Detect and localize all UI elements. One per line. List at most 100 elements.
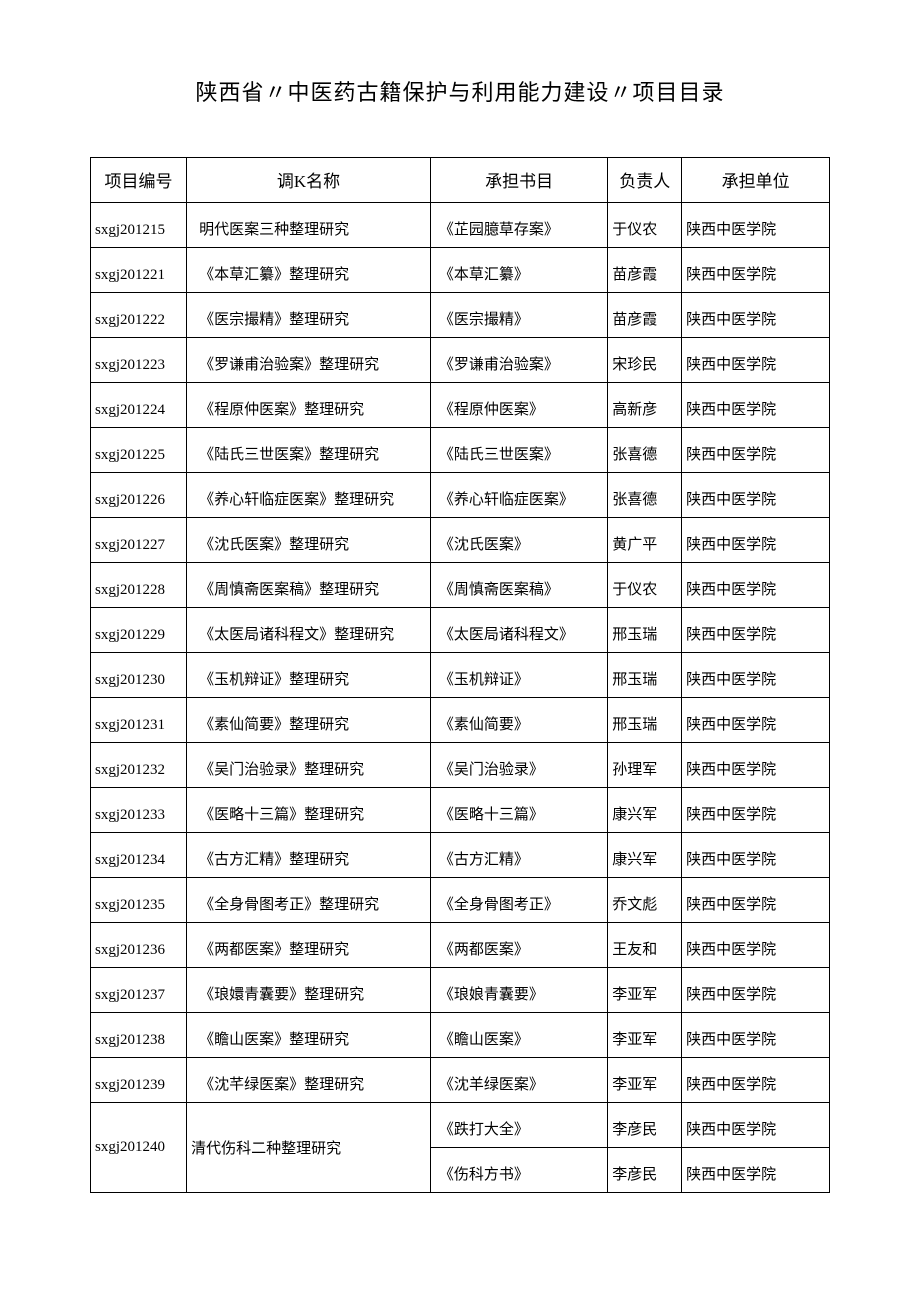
header-unit: 承担单位 [682, 157, 830, 202]
cell-person: 苗彦霞 [608, 247, 682, 292]
cell-id: sxgj201230 [91, 652, 187, 697]
cell-id: sxgj201238 [91, 1012, 187, 1057]
cell-book: 《沈氏医案》 [430, 517, 607, 562]
cell-person: 王友和 [608, 922, 682, 967]
cell-unit: 陕西中医学院 [682, 652, 830, 697]
cell-book: 《罗谦甫治验案》 [430, 337, 607, 382]
cell-name: 《古方汇精》整理研究 [187, 832, 431, 877]
cell-person: 康兴军 [608, 787, 682, 832]
cell-person: 康兴军 [608, 832, 682, 877]
table-row: sxgj201233《医略十三篇》整理研究《医略十三篇》康兴军陕西中医学院 [91, 787, 830, 832]
cell-name: 《陆氏三世医案》整理研究 [187, 427, 431, 472]
table-row: sxgj201225《陆氏三世医案》整理研究《陆氏三世医案》张喜德陕西中医学院 [91, 427, 830, 472]
cell-person: 张喜德 [608, 427, 682, 472]
page-title: 陕西省〃中医药古籍保护与利用能力建设〃项目目录 [90, 75, 830, 107]
cell-name: 《沈氏医案》整理研究 [187, 517, 431, 562]
cell-person: 孙理军 [608, 742, 682, 787]
cell-unit: 陕西中医学院 [682, 337, 830, 382]
cell-name: 《医略十三篇》整理研究 [187, 787, 431, 832]
table-row: sxgj201221《本草汇纂》整理研究《本草汇纂》苗彦霞陕西中医学院 [91, 247, 830, 292]
table-row: sxgj201228《周慎斋医案稿》整理研究《周慎斋医案稿》于仪农陕西中医学院 [91, 562, 830, 607]
cell-name: 《两都医案》整理研究 [187, 922, 431, 967]
cell-id: sxgj201225 [91, 427, 187, 472]
cell-book: 《琅娘青囊要》 [430, 967, 607, 1012]
cell-unit: 陕西中医学院 [682, 742, 830, 787]
cell-book: 《伤科方书》 [430, 1147, 607, 1192]
cell-person: 李亚军 [608, 1057, 682, 1102]
cell-book: 《全身骨图考正》 [430, 877, 607, 922]
cell-name: 《罗谦甫治验案》整理研究 [187, 337, 431, 382]
cell-book: 《瞻山医案》 [430, 1012, 607, 1057]
cell-id: sxgj201224 [91, 382, 187, 427]
cell-unit: 陕西中医学院 [682, 382, 830, 427]
cell-unit: 陕西中医学院 [682, 562, 830, 607]
cell-book: 《医略十三篇》 [430, 787, 607, 832]
header-name: 调K名称 [187, 157, 431, 202]
table-header-row: 项目编号 调K名称 承担书目 负责人 承担单位 [91, 157, 830, 202]
cell-name: 《沈芊绿医案》整理研究 [187, 1057, 431, 1102]
table-row: sxgj201222《医宗撮精》整理研究《医宗撮精》苗彦霞陕西中医学院 [91, 292, 830, 337]
cell-name: 《程原仲医案》整理研究 [187, 382, 431, 427]
table-row: sxgj201227《沈氏医案》整理研究《沈氏医案》黄广平陕西中医学院 [91, 517, 830, 562]
cell-name: 《琅嬛青囊要》整理研究 [187, 967, 431, 1012]
table-row: sxgj201229《太医局诸科程文》整理研究《太医局诸科程文》邢玉瑞陕西中医学… [91, 607, 830, 652]
cell-name: 《本草汇纂》整理研究 [187, 247, 431, 292]
cell-unit: 陕西中医学院 [682, 1057, 830, 1102]
table-row: sxgj201223《罗谦甫治验案》整理研究《罗谦甫治验案》宋珍民陕西中医学院 [91, 337, 830, 382]
cell-book: 《沈羊绿医案》 [430, 1057, 607, 1102]
cell-id: sxgj201233 [91, 787, 187, 832]
cell-id: sxgj201221 [91, 247, 187, 292]
cell-person: 邢玉瑞 [608, 697, 682, 742]
table-row: sxgj201226《养心轩临症医案》整理研究《养心轩临症医案》张喜德陕西中医学… [91, 472, 830, 517]
header-person: 负责人 [608, 157, 682, 202]
cell-name: 《医宗撮精》整理研究 [187, 292, 431, 337]
cell-book: 《程原仲医案》 [430, 382, 607, 427]
cell-id: sxgj201239 [91, 1057, 187, 1102]
cell-book: 《本草汇纂》 [430, 247, 607, 292]
cell-id: sxgj201235 [91, 877, 187, 922]
cell-book: 《养心轩临症医案》 [430, 472, 607, 517]
cell-book: 《素仙简要》 [430, 697, 607, 742]
table-row: sxgj201234《古方汇精》整理研究《古方汇精》康兴军陕西中医学院 [91, 832, 830, 877]
cell-unit: 陕西中医学院 [682, 202, 830, 247]
cell-person: 邢玉瑞 [608, 652, 682, 697]
cell-id: sxgj201234 [91, 832, 187, 877]
cell-name: 《太医局诸科程文》整理研究 [187, 607, 431, 652]
cell-unit: 陕西中医学院 [682, 472, 830, 517]
cell-book: 《陆氏三世医案》 [430, 427, 607, 472]
cell-id: sxgj201232 [91, 742, 187, 787]
cell-book: 《医宗撮精》 [430, 292, 607, 337]
cell-unit: 陕西中医学院 [682, 1012, 830, 1057]
table-row: sxgj201237《琅嬛青囊要》整理研究《琅娘青囊要》李亚军陕西中医学院 [91, 967, 830, 1012]
project-table: 项目编号 调K名称 承担书目 负责人 承担单位 sxgj201215明代医案三种… [90, 157, 830, 1193]
table-row: sxgj201238《瞻山医案》整理研究《瞻山医案》李亚军陕西中医学院 [91, 1012, 830, 1057]
cell-book: 《芷园臆草存案》 [430, 202, 607, 247]
cell-person: 黄广平 [608, 517, 682, 562]
table-row: sxgj201235《全身骨图考正》整理研究《全身骨图考正》乔文彪陕西中医学院 [91, 877, 830, 922]
cell-id: sxgj201236 [91, 922, 187, 967]
table-row: sxgj201232《吴门治验录》整理研究《吴门治验录》孙理军陕西中医学院 [91, 742, 830, 787]
table-row: sxgj201240清代伤科二种整理研究《跌打大全》李彦民陕西中医学院 [91, 1102, 830, 1147]
cell-book: 《玉机辩证》 [430, 652, 607, 697]
cell-id: sxgj201227 [91, 517, 187, 562]
cell-unit: 陕西中医学院 [682, 517, 830, 562]
cell-person: 高新彦 [608, 382, 682, 427]
cell-name: 《吴门治验录》整理研究 [187, 742, 431, 787]
cell-person: 宋珍民 [608, 337, 682, 382]
cell-name: 《瞻山医案》整理研究 [187, 1012, 431, 1057]
cell-unit: 陕西中医学院 [682, 967, 830, 1012]
cell-id: sxgj201215 [91, 202, 187, 247]
cell-book: 《太医局诸科程文》 [430, 607, 607, 652]
cell-person: 李彦民 [608, 1102, 682, 1147]
table-row: sxgj201224《程原仲医案》整理研究《程原仲医案》高新彦陕西中医学院 [91, 382, 830, 427]
cell-person: 苗彦霞 [608, 292, 682, 337]
cell-id: sxgj201229 [91, 607, 187, 652]
table-row: sxgj201231《素仙简要》整理研究《素仙简要》邢玉瑞陕西中医学院 [91, 697, 830, 742]
cell-person: 邢玉瑞 [608, 607, 682, 652]
header-book: 承担书目 [430, 157, 607, 202]
cell-name: 明代医案三种整理研究 [187, 202, 431, 247]
cell-book: 《周慎斋医案稿》 [430, 562, 607, 607]
cell-name: 《玉机辩证》整理研究 [187, 652, 431, 697]
cell-person: 乔文彪 [608, 877, 682, 922]
cell-name: 《周慎斋医案稿》整理研究 [187, 562, 431, 607]
